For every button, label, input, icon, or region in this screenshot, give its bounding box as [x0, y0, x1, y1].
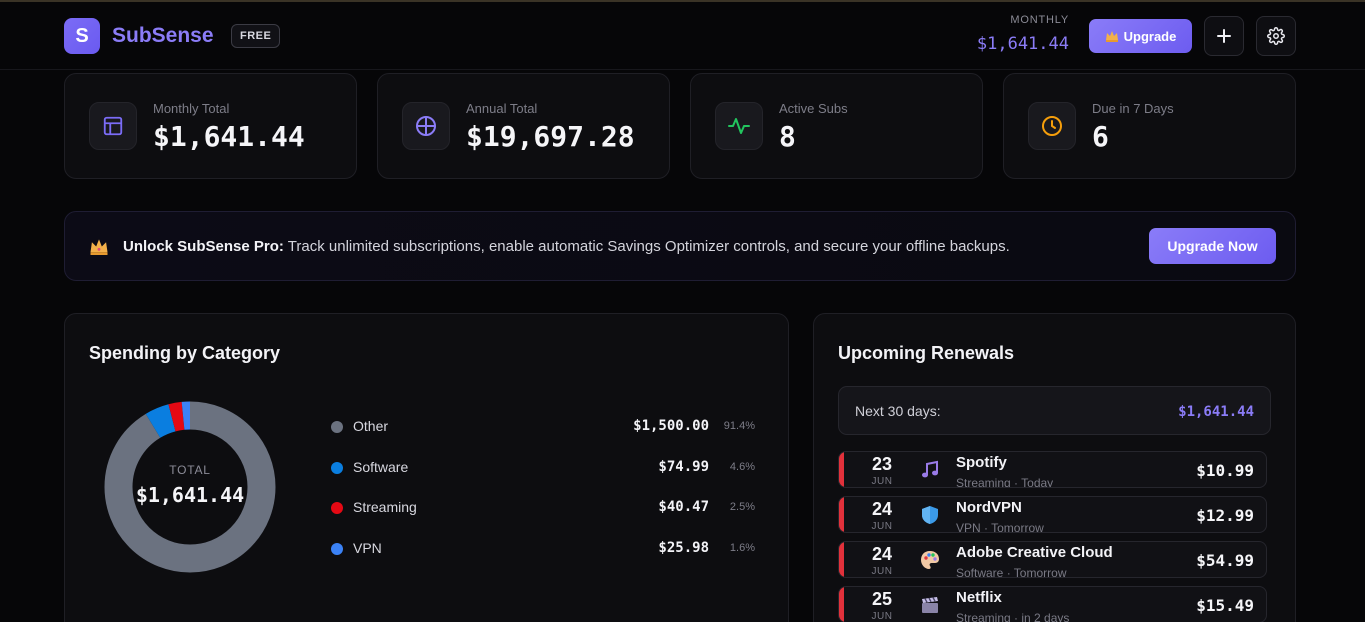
stat-value: 8 — [779, 120, 796, 153]
plan-badge: FREE — [231, 24, 281, 48]
renewal-item-adobe-creative-cloud[interactable]: 24 JUN Adobe Creative Cloud Software · T… — [838, 541, 1267, 578]
legend-row-vpn[interactable]: VPN $25.98 1.6% — [331, 538, 755, 558]
plus-icon — [1217, 29, 1231, 43]
legend-name: Other — [353, 418, 389, 434]
stat-label: Active Subs — [779, 101, 848, 116]
renewal-day: 23 — [871, 454, 893, 474]
renewal-item-netflix[interactable]: 25 JUN Netflix Streaming · in 2 days $15… — [838, 586, 1267, 622]
renewal-meta: Software · Tomorrow — [956, 566, 1067, 578]
legend-row-software[interactable]: Software $74.99 4.6% — [331, 457, 755, 477]
spending-donut-chart — [104, 401, 276, 573]
upgrade-now-button[interactable]: Upgrade Now — [1149, 228, 1276, 264]
stat-label: Due in 7 Days — [1092, 101, 1174, 116]
palette-icon — [919, 549, 941, 571]
stat-value: 6 — [1092, 120, 1109, 153]
app-name[interactable]: SubSense — [112, 24, 214, 47]
legend-amount: $74.99 — [658, 459, 709, 475]
app-logo[interactable]: S — [64, 18, 100, 54]
next-30-days-summary: Next 30 days: $1,641.44 — [838, 386, 1271, 435]
upgrade-button[interactable]: Upgrade — [1089, 19, 1192, 53]
settings-button[interactable] — [1256, 16, 1296, 56]
urgency-bar — [839, 542, 844, 577]
urgency-bar — [839, 497, 844, 532]
renewal-day: 25 — [871, 589, 893, 609]
upgrade-label: Upgrade — [1123, 28, 1177, 44]
donut-total-label: TOTAL — [169, 463, 211, 477]
legend-name: Software — [353, 459, 409, 475]
renewal-meta: VPN · Tomorrow — [956, 521, 1044, 533]
legend-row-other[interactable]: Other $1,500.00 91.4% — [331, 416, 755, 436]
gear-icon — [1267, 27, 1285, 45]
crown-icon — [1105, 31, 1118, 42]
panel-title: Upcoming Renewals — [838, 343, 1015, 363]
legend-dot — [331, 462, 343, 474]
renewal-month: JUN — [871, 521, 893, 532]
renewal-price: $54.99 — [1196, 551, 1254, 570]
renewal-meta: Streaming · in 2 days — [956, 611, 1070, 622]
legend-dot — [331, 543, 343, 555]
clapperboard-icon — [919, 594, 941, 616]
legend-dot — [331, 421, 343, 433]
stat-card-monthly-total: Monthly Total $1,641.44 — [64, 73, 357, 179]
clock-icon — [1028, 102, 1076, 150]
legend-row-streaming[interactable]: Streaming $40.47 2.5% — [331, 497, 755, 517]
renewal-item-spotify[interactable]: 23 JUN Spotify Streaming · Today $10.99 — [838, 451, 1267, 488]
legend-name: VPN — [353, 540, 382, 556]
stat-card-due-soon: Due in 7 Days 6 — [1003, 73, 1296, 179]
legend-percent: 91.4% — [723, 420, 755, 432]
renewal-price: $15.49 — [1196, 596, 1254, 615]
calendar-icon — [89, 102, 137, 150]
monthly-value: $1,641.44 — [976, 34, 1069, 54]
legend-dot — [331, 502, 343, 514]
pro-promo-banner: Unlock SubSense Pro: Track unlimited sub… — [64, 211, 1296, 281]
legend-amount: $25.98 — [658, 540, 709, 556]
renewal-name: Adobe Creative Cloud — [956, 544, 1113, 561]
renewal-day: 24 — [871, 544, 893, 564]
stat-card-active-subs: Active Subs 8 — [690, 73, 983, 179]
globe-icon — [402, 102, 450, 150]
renewal-name: NordVPN — [956, 499, 1022, 516]
stat-label: Monthly Total — [153, 101, 230, 116]
stat-value: $19,697.28 — [466, 120, 635, 153]
legend-percent: 2.5% — [729, 501, 755, 513]
next-30-days-label: Next 30 days: — [855, 403, 941, 419]
legend-name: Streaming — [353, 499, 417, 515]
legend-percent: 4.6% — [729, 461, 755, 473]
renewal-month: JUN — [871, 611, 893, 622]
promo-title: Unlock SubSense Pro: — [123, 238, 284, 255]
legend-amount: $1,500.00 — [633, 418, 709, 434]
spending-by-category-panel: Spending by Category TOTAL $1,641.44 Oth… — [64, 313, 789, 622]
stat-label: Annual Total — [466, 101, 538, 116]
panel-title: Spending by Category — [89, 343, 281, 363]
promo-description: Track unlimited subscriptions, enable au… — [283, 238, 1010, 255]
activity-icon — [715, 102, 763, 150]
renewal-name: Netflix — [956, 589, 1002, 606]
renewal-month: JUN — [871, 476, 893, 487]
music-note-icon — [919, 459, 941, 481]
renewal-price: $10.99 — [1196, 461, 1254, 480]
legend-amount: $40.47 — [658, 499, 709, 515]
top-accent-line — [0, 0, 1365, 2]
legend-percent: 1.6% — [729, 542, 755, 554]
renewal-day: 24 — [871, 499, 893, 519]
app-header: S SubSense FREE MONTHLY $1,641.44 Upgrad… — [0, 2, 1365, 70]
add-subscription-button[interactable] — [1204, 16, 1244, 56]
shield-icon — [919, 504, 941, 526]
stat-value: $1,641.44 — [153, 120, 305, 153]
renewal-price: $12.99 — [1196, 506, 1254, 525]
next-30-days-value: $1,641.44 — [1178, 404, 1254, 420]
crown-icon — [90, 239, 108, 255]
monthly-label: MONTHLY — [1010, 14, 1069, 26]
promo-text: Unlock SubSense Pro: Track unlimited sub… — [123, 238, 1010, 255]
stat-card-annual-total: Annual Total $19,697.28 — [377, 73, 670, 179]
urgency-bar — [839, 452, 844, 487]
renewal-item-nordvpn[interactable]: 24 JUN NordVPN VPN · Tomorrow $12.99 — [838, 496, 1267, 533]
renewal-month: JUN — [871, 566, 893, 577]
urgency-bar — [839, 587, 844, 622]
donut-total-value: $1,641.44 — [135, 483, 245, 507]
donut-slice-vpn[interactable] — [104, 401, 276, 573]
renewal-meta: Streaming · Today — [956, 476, 1054, 488]
upcoming-renewals-panel: Upcoming Renewals Next 30 days: $1,641.4… — [813, 313, 1296, 622]
renewal-name: Spotify — [956, 454, 1007, 471]
